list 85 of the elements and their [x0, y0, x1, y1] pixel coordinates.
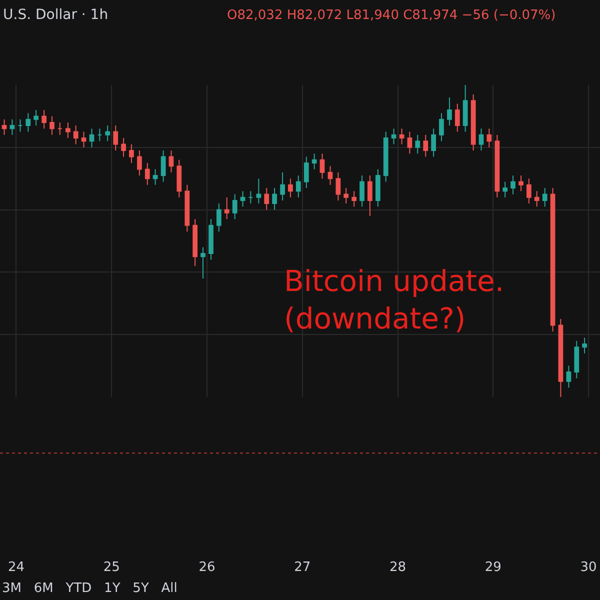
candlestick — [582, 337, 587, 354]
candlestick — [73, 125, 78, 145]
candlestick — [312, 153, 317, 170]
candlestick — [184, 184, 190, 232]
candlestick — [518, 174, 524, 192]
candlestick — [415, 134, 420, 154]
candlestick — [272, 187, 277, 210]
candlestick — [399, 128, 404, 145]
candlestick — [494, 134, 500, 198]
candlestick — [26, 112, 31, 132]
candlestick — [502, 181, 508, 198]
candlestick — [431, 128, 436, 158]
candlestick — [200, 246, 206, 279]
x-tick-label: 25 — [103, 560, 120, 575]
x-tick-label: 28 — [389, 560, 406, 575]
candlestick — [478, 128, 484, 152]
candlestick — [391, 128, 396, 145]
candlestick — [423, 134, 428, 158]
candlestick — [304, 156, 309, 188]
candlestick — [50, 116, 54, 136]
candlestick — [328, 166, 333, 186]
candlestick — [248, 190, 254, 204]
candlestick — [81, 131, 86, 148]
candlestick — [367, 174, 372, 217]
candlestick — [360, 174, 364, 208]
candlestick — [407, 131, 412, 154]
candlestick — [18, 118, 23, 132]
candlestick — [462, 85, 468, 132]
candlestick — [336, 172, 341, 201]
candlestick — [510, 174, 516, 195]
candlestick — [566, 365, 572, 388]
candlestick — [65, 122, 70, 139]
candlestick — [232, 194, 238, 220]
candlestick — [176, 159, 182, 198]
candlestick — [447, 96, 452, 126]
text: 3M 6M YTD 1Y 5Y All — [2, 581, 178, 596]
chart-title: U.S. Dollar · 1h — [3, 6, 108, 23]
candlestick — [216, 203, 222, 232]
candlestick — [344, 187, 349, 204]
x-tick-label: 30 — [580, 560, 597, 575]
candlestick — [34, 109, 38, 126]
candlestick — [375, 168, 380, 208]
candlestick — [542, 187, 548, 208]
candlestick — [550, 187, 556, 332]
candlestick — [439, 112, 444, 142]
candlestick — [526, 178, 532, 204]
candlestick — [280, 172, 285, 201]
candlestick — [534, 190, 540, 208]
x-tick-label: 26 — [198, 560, 216, 575]
candlestick — [113, 125, 118, 152]
candlestick — [486, 128, 492, 148]
candlestick — [454, 103, 460, 132]
candlestick — [470, 94, 476, 152]
candlestick — [2, 118, 7, 136]
x-tick-label: 24 — [8, 560, 24, 575]
candlestick — [57, 122, 62, 136]
candlestick — [288, 178, 293, 198]
x-tick-label: 29 — [484, 560, 502, 575]
candlestick — [352, 190, 357, 208]
candlestick — [152, 168, 158, 186]
annotation: Bitcoin update. (downdate?) — [284, 264, 504, 336]
candlestick — [296, 174, 301, 198]
candlestick — [121, 138, 126, 158]
candlestick — [240, 190, 246, 208]
x-tick-label: 27 — [294, 560, 311, 575]
candlestick — [129, 144, 134, 164]
candlestick — [89, 128, 94, 148]
candlestick — [558, 318, 564, 397]
candlestick — [256, 178, 262, 204]
candlestick — [160, 150, 166, 182]
candlestick — [320, 153, 325, 180]
candlestick — [42, 109, 47, 130]
candlestick — [97, 128, 102, 142]
candlestick — [192, 218, 198, 266]
candlestick — [574, 340, 580, 379]
candlestick — [137, 150, 142, 176]
candlestick — [208, 218, 214, 260]
candlestick — [224, 196, 230, 220]
candlestick — [383, 131, 388, 182]
text: O82,032 H82,072 L81,940 C81,974 −56 (−0.07%) — [227, 8, 556, 23]
candlestick — [105, 125, 110, 142]
candlestick — [10, 118, 15, 136]
candlestick — [144, 162, 150, 186]
candlestick — [264, 187, 270, 210]
candlestick — [168, 150, 174, 173]
